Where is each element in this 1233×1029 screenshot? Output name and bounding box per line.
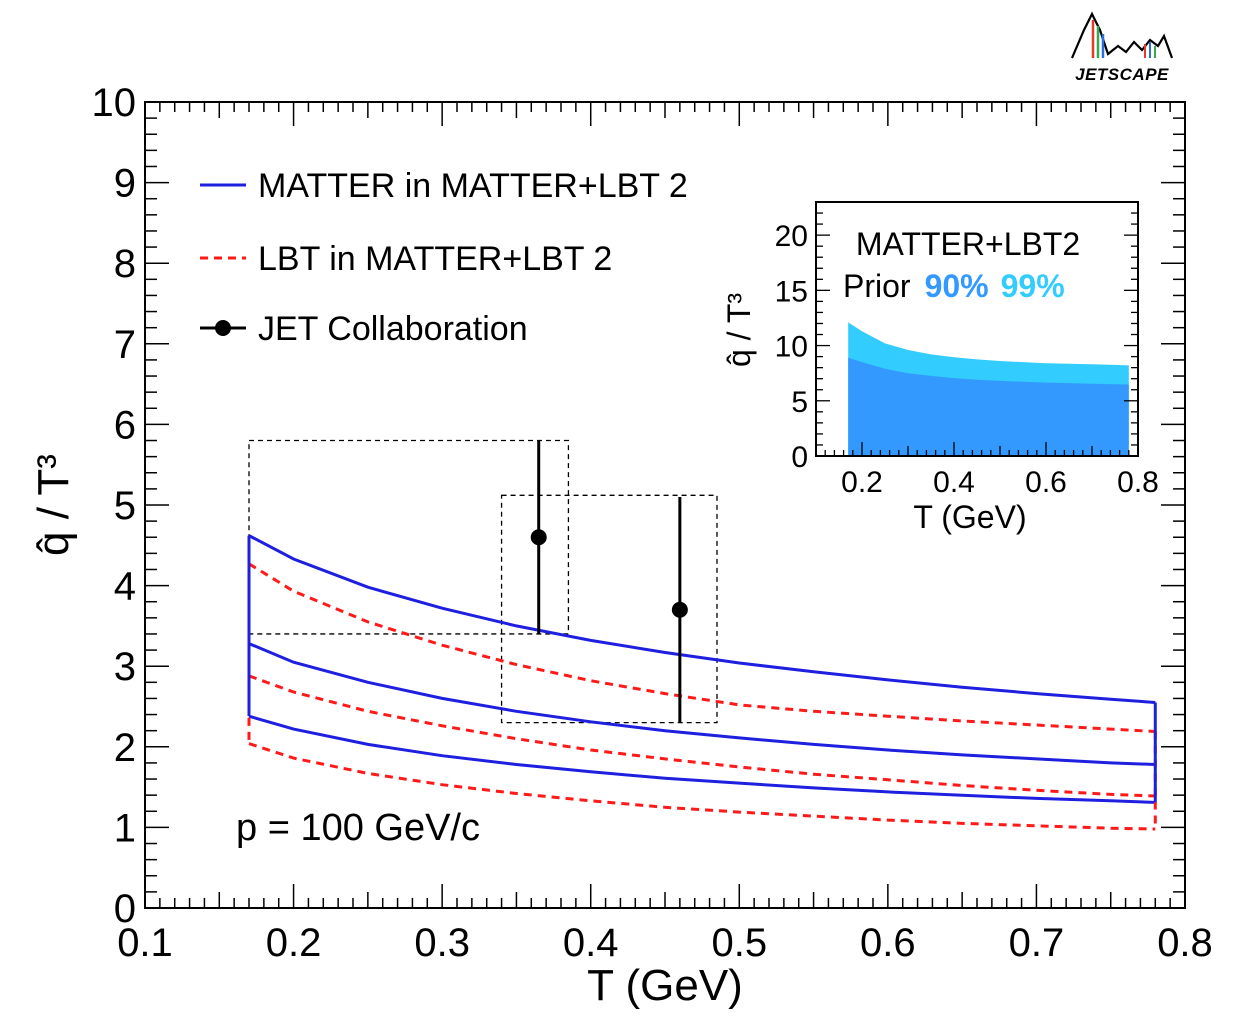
inset-legend-99: 99%: [1001, 268, 1065, 304]
y-tick-label: 6: [114, 403, 136, 447]
inset-y-tick-label: 0: [791, 441, 808, 474]
x-axis-title: T (GeV): [587, 961, 743, 1010]
inset-y-tick-label: 5: [791, 386, 808, 419]
x-tick-label: 0.8: [1157, 921, 1213, 965]
x-tick-label: 0.7: [1009, 921, 1065, 965]
inset-legend-prefix: Prior: [843, 268, 911, 304]
matter-band-line: [248, 642, 1156, 766]
inset-x-tick-label: 0.8: [1117, 466, 1159, 499]
inset-ticks: [815, 212, 1139, 457]
y-tick-label: 8: [114, 242, 136, 286]
jet-points: [530, 440, 688, 723]
lbt-band-line: [248, 674, 1156, 798]
main-ticks: [144, 101, 1186, 909]
legend-label-matter: MATTER in MATTER+LBT 2: [258, 167, 688, 205]
jet-sys-box: [248, 439, 570, 635]
legend-marker-jet: [215, 320, 231, 336]
y-tick-label: 10: [92, 81, 137, 125]
jet-sys-boxes: [248, 439, 718, 724]
matter-band-line: [248, 714, 1156, 804]
y-tick-label: 0: [114, 887, 136, 931]
prior-band-90: [848, 357, 1129, 456]
jet-point: [671, 601, 688, 618]
logo-text: JETSCAPE: [1075, 65, 1169, 84]
inset-title: MATTER+LBT2: [856, 226, 1080, 262]
inset-x-tick-label: 0.4: [933, 466, 975, 499]
legend: MATTER in MATTER+LBT 2 LBT in MATTER+LBT…: [200, 167, 688, 348]
y-axis-title: q̂ / T³: [29, 454, 78, 556]
y-tick-label: 5: [114, 484, 136, 528]
inset-x-tick-label: 0.6: [1025, 466, 1067, 499]
y-tick-label: 1: [114, 806, 136, 850]
legend-label-lbt: LBT in MATTER+LBT 2: [258, 240, 612, 278]
jetscape-logo: JETSCAPE: [1070, 11, 1174, 84]
x-tick-label: 0.6: [860, 921, 916, 965]
x-tick-label: 0.5: [711, 921, 767, 965]
inset-y-tick-label: 10: [775, 331, 808, 364]
band-lines: [247, 534, 1157, 831]
x-tick-label: 0.1: [117, 921, 173, 965]
inset-tick-labels: 0.2 0.4 0.6 0.8 0 5 10 15 20: [775, 220, 1159, 499]
logo-mountain-icon: [1070, 11, 1174, 59]
jet-point: [530, 529, 547, 546]
y-tick-label: 7: [114, 323, 136, 367]
legend-label-jet: JET Collaboration: [258, 310, 528, 348]
x-tick-label: 0.3: [414, 921, 470, 965]
inset-x-tick-label: 0.2: [841, 466, 883, 499]
y-tick-label: 2: [114, 726, 136, 770]
main-plot: 0.1 0.2 0.3 0.4 0.5 0.6 0.7 0.8 0 1 2 3 4 5 6 7 8 9 10 T (…: [29, 81, 1213, 1010]
inset-y-tick-label: 20: [775, 220, 808, 253]
inset-prior-bands: [848, 322, 1129, 456]
y-tick-label: 9: [114, 162, 136, 206]
inset-legend-90: 90%: [925, 268, 989, 304]
y-tick-label: 4: [114, 565, 136, 609]
y-tick-label: 3: [114, 645, 136, 689]
inset-x-axis-title: T (GeV): [913, 499, 1026, 535]
inset-y-axis-title: q̂ / T³: [721, 293, 757, 367]
main-tick-labels: 0.1 0.2 0.3 0.4 0.5 0.6 0.7 0.8 0 1 2 3 4 5 6 7 8 9 10: [92, 81, 1213, 965]
inset-y-tick-label: 15: [775, 275, 808, 308]
inset-frame: [815, 201, 1139, 457]
x-tick-label: 0.4: [563, 921, 619, 965]
inset-legend: Prior 90% 99%: [843, 268, 1065, 304]
lbt-band-line: [248, 562, 1156, 733]
annotation-momentum: p = 100 GeV/c: [236, 807, 480, 849]
matter-band-line: [248, 534, 1156, 704]
x-tick-label: 0.2: [266, 921, 322, 965]
inset-plot: 0.2 0.4 0.6 0.8 0 5 10 15 20 MATTER+LBT2 Prior 90…: [721, 201, 1159, 535]
